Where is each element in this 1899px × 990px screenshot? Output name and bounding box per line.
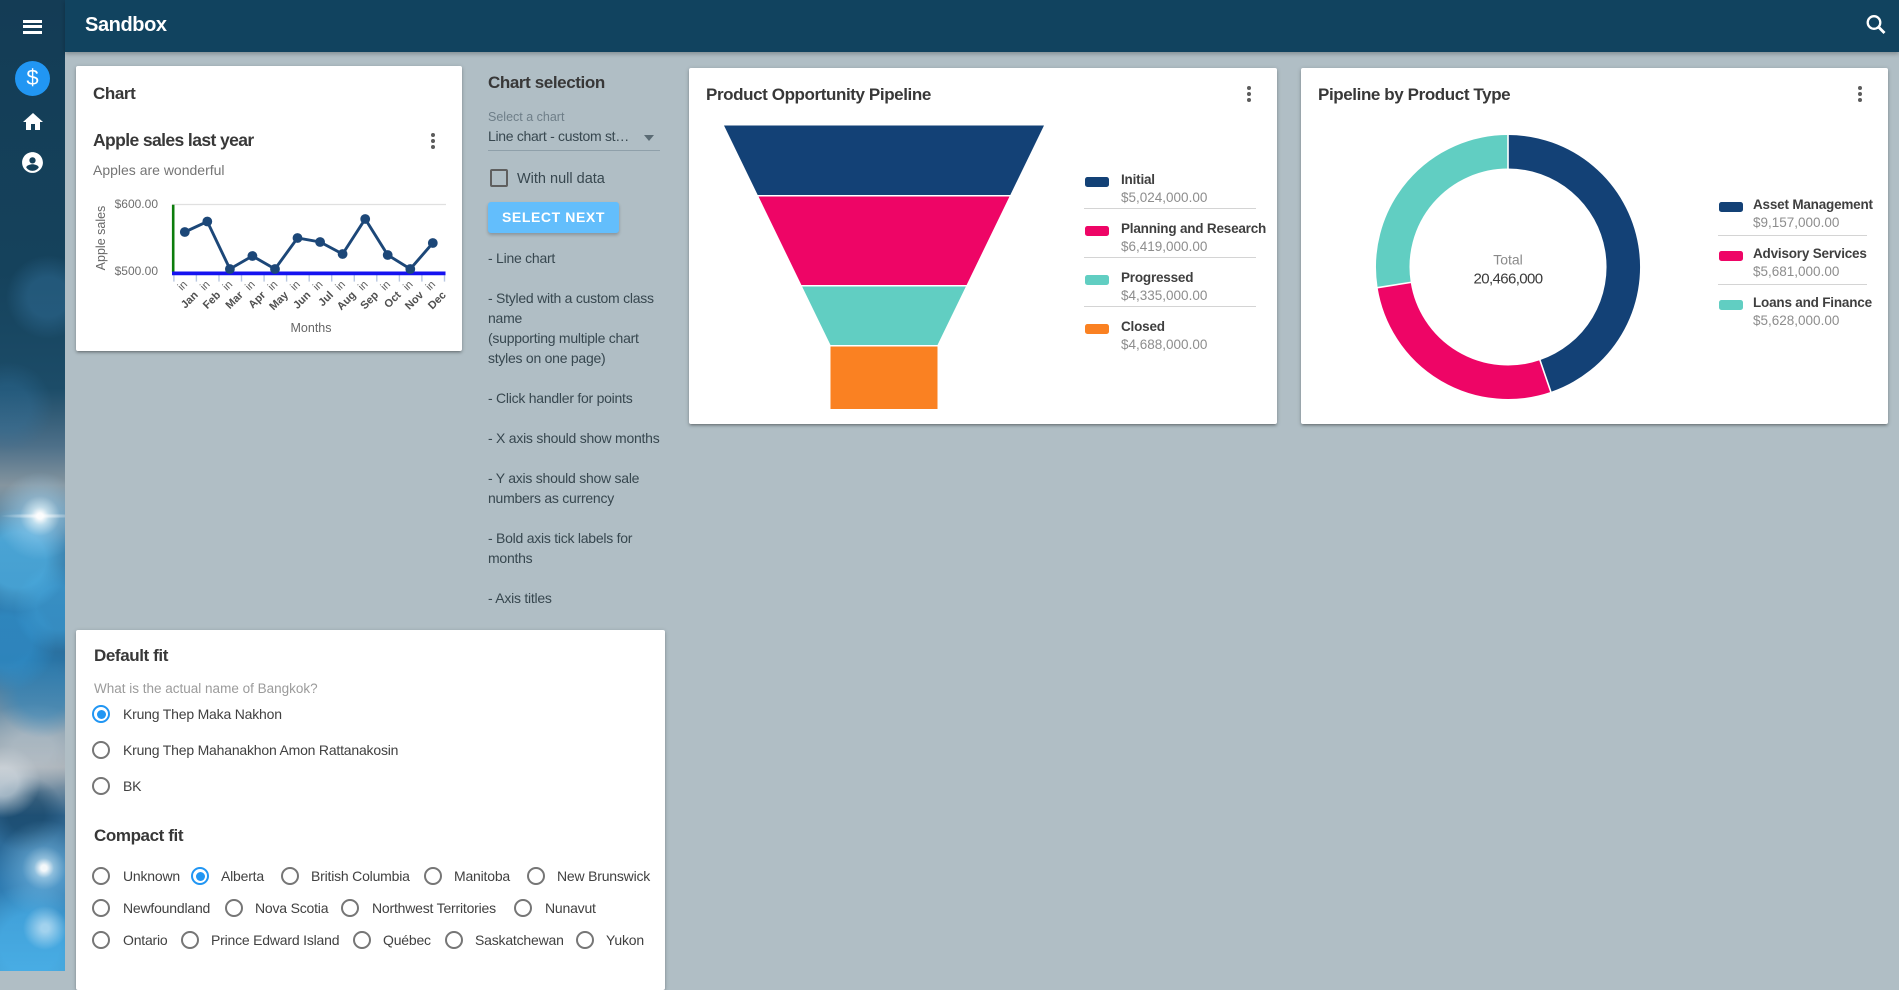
- svg-text:$600.00: $600.00: [115, 197, 159, 211]
- svg-text:in: in: [311, 279, 326, 294]
- svg-text:Jun: Jun: [291, 289, 314, 312]
- svg-text:in: in: [424, 279, 439, 294]
- svg-text:in: in: [401, 279, 416, 294]
- svg-text:May: May: [267, 289, 291, 313]
- svg-text:Dec: Dec: [426, 289, 449, 312]
- svg-text:in: in: [333, 279, 348, 294]
- svg-text:Nov: Nov: [403, 289, 427, 313]
- svg-text:in: in: [176, 279, 191, 294]
- svg-text:in: in: [378, 279, 393, 294]
- svg-text:in: in: [266, 279, 281, 294]
- svg-text:in: in: [288, 279, 303, 294]
- svg-text:in: in: [356, 279, 371, 294]
- svg-text:20,466,000: 20,466,000: [1473, 271, 1542, 288]
- svg-text:in: in: [243, 279, 258, 294]
- svg-text:in: in: [198, 279, 213, 294]
- svg-text:$500.00: $500.00: [115, 264, 159, 278]
- svg-text:Apple sales: Apple sales: [94, 206, 108, 271]
- svg-text:Sep: Sep: [358, 289, 381, 312]
- svg-text:in: in: [221, 279, 236, 294]
- svg-text:Feb: Feb: [201, 289, 224, 312]
- svg-text:Total: Total: [1493, 252, 1523, 268]
- svg-text:Aug: Aug: [335, 289, 359, 313]
- svg-text:Months: Months: [291, 321, 332, 335]
